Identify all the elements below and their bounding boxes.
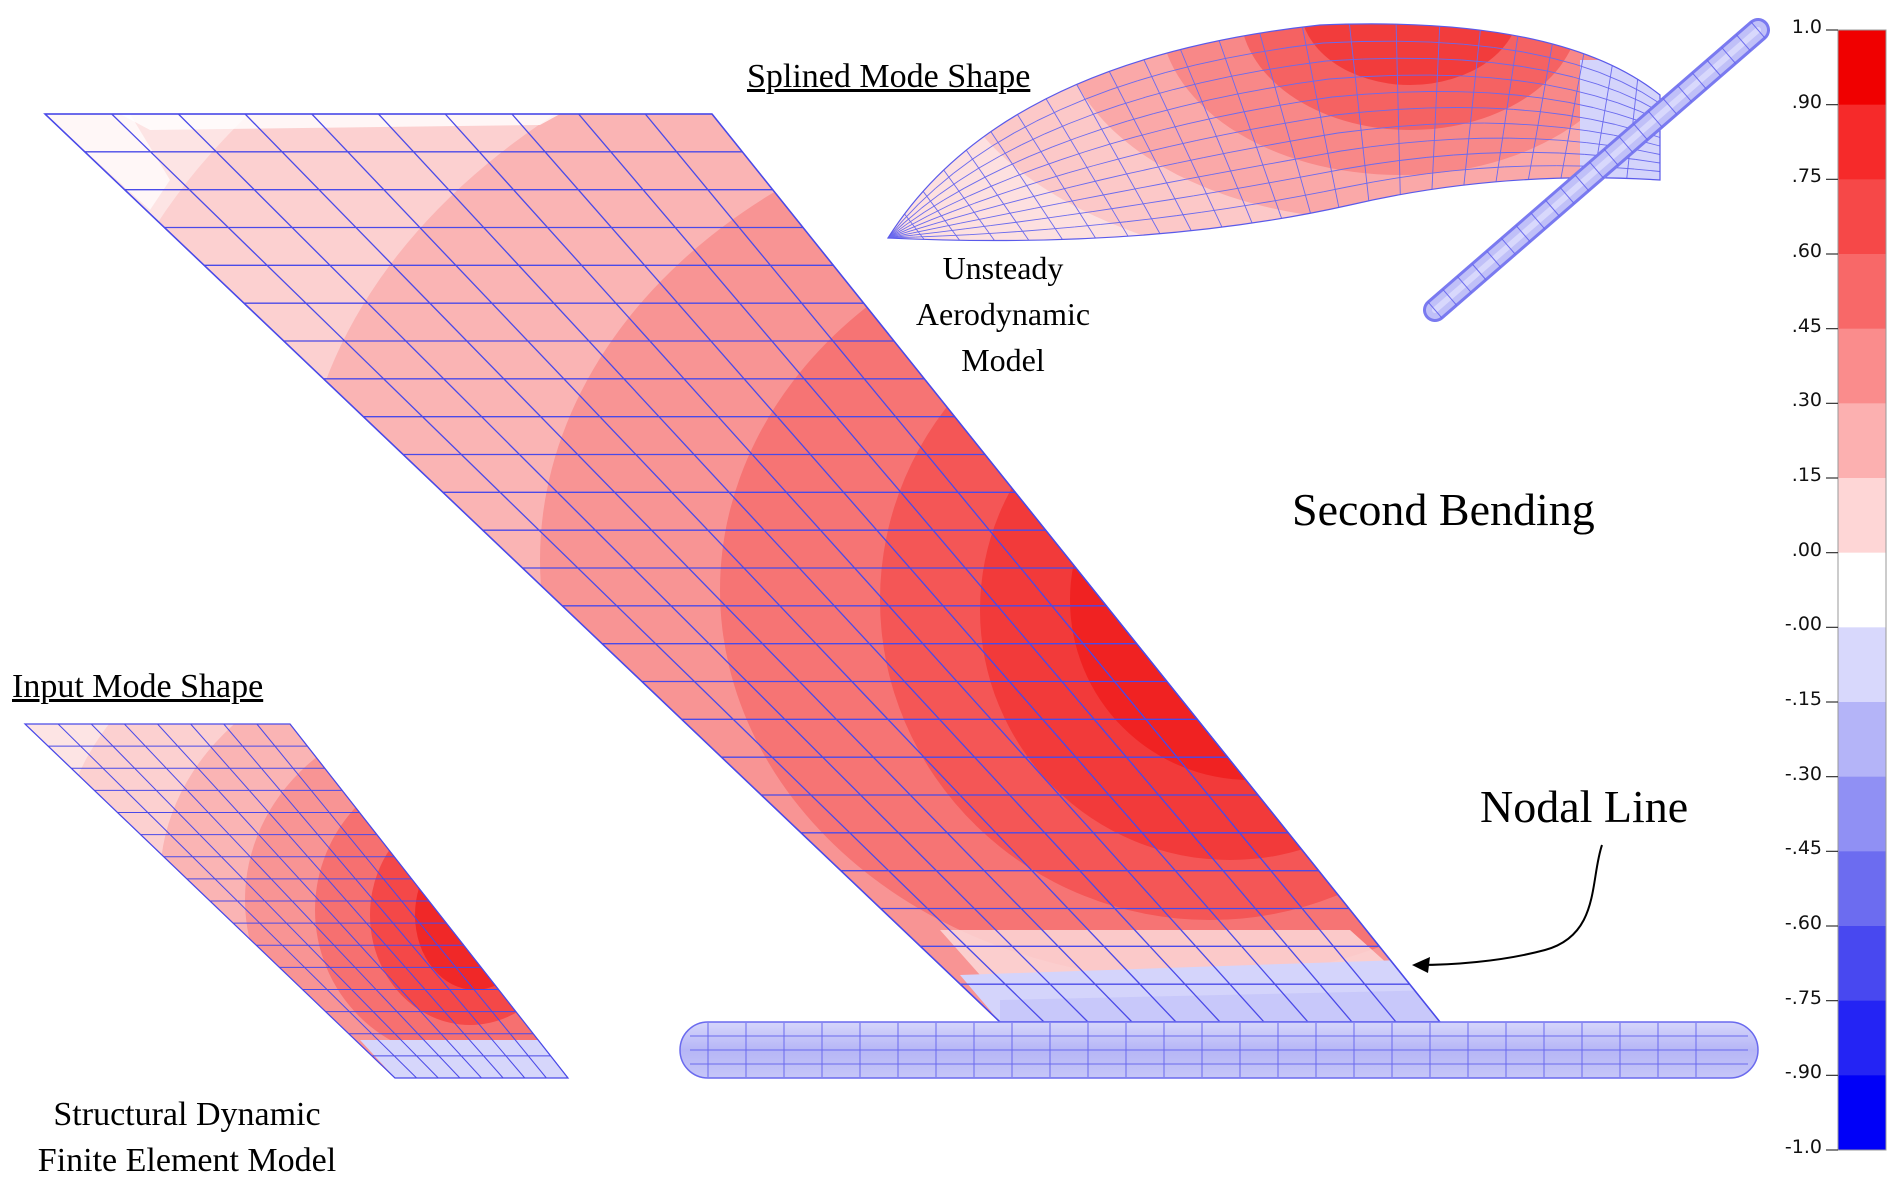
scale-band <box>1838 30 1886 105</box>
unsteady-aero-model-label: Unsteady Aerodynamic Model <box>898 245 1108 383</box>
scale-tick-label: -.75 <box>1785 987 1822 1009</box>
scale-band <box>1838 329 1886 404</box>
scale-band <box>1838 1075 1886 1150</box>
scale-tick-label: -.45 <box>1785 837 1822 859</box>
scale-band <box>1838 627 1886 702</box>
color-scale-bar <box>1826 30 1886 1151</box>
scale-band <box>1838 851 1886 926</box>
splined-mode-shape-label: Splined Mode Shape <box>747 58 1030 96</box>
scale-tick-label: .15 <box>1792 464 1822 486</box>
scale-tick-label: -.30 <box>1785 763 1822 785</box>
diagram-title: Second Bending <box>1292 483 1595 536</box>
unsteady-aero-line-3: Model <box>898 337 1108 383</box>
unsteady-aero-line-1: Unsteady <box>898 245 1108 291</box>
scale-tick-label: -.00 <box>1785 613 1822 635</box>
structural-model-label: Structural Dynamic Finite Element Model <box>22 1092 352 1184</box>
input-mode-shape-label: Input Mode Shape <box>12 668 263 706</box>
diagram-canvas <box>0 0 1891 1153</box>
scale-tick-label: -.90 <box>1785 1061 1822 1083</box>
scale-band <box>1838 777 1886 852</box>
scale-band <box>1838 105 1886 180</box>
scale-band <box>1838 702 1886 777</box>
scale-band <box>1838 254 1886 329</box>
scale-tick-label: -1.0 <box>1785 1136 1822 1158</box>
scale-tick-label: .75 <box>1792 165 1822 187</box>
scale-band <box>1838 403 1886 478</box>
scale-band <box>1838 179 1886 254</box>
scale-tick-label: 1.0 <box>1792 16 1822 38</box>
structural-line-1: Structural Dynamic <box>22 1092 352 1138</box>
scale-tick-label: -.15 <box>1785 688 1822 710</box>
scale-band <box>1838 478 1886 553</box>
scale-band <box>1838 1001 1886 1076</box>
nodal-line-arrow <box>1412 845 1602 973</box>
scale-tick-label: .30 <box>1792 389 1822 411</box>
scale-tick-label: .45 <box>1792 315 1822 337</box>
scale-tick-label: .60 <box>1792 240 1822 262</box>
unsteady-aero-line-2: Aerodynamic <box>898 291 1108 337</box>
fuselage-tube <box>680 1022 1758 1078</box>
scale-band <box>1838 553 1886 628</box>
scale-tick-label: .00 <box>1792 539 1822 561</box>
structural-line-2: Finite Element Model <box>22 1138 352 1184</box>
scale-tick-label: -.60 <box>1785 912 1822 934</box>
scale-tick-label: .90 <box>1792 91 1822 113</box>
scale-band <box>1838 926 1886 1001</box>
nodal-line-label: Nodal Line <box>1480 780 1688 833</box>
